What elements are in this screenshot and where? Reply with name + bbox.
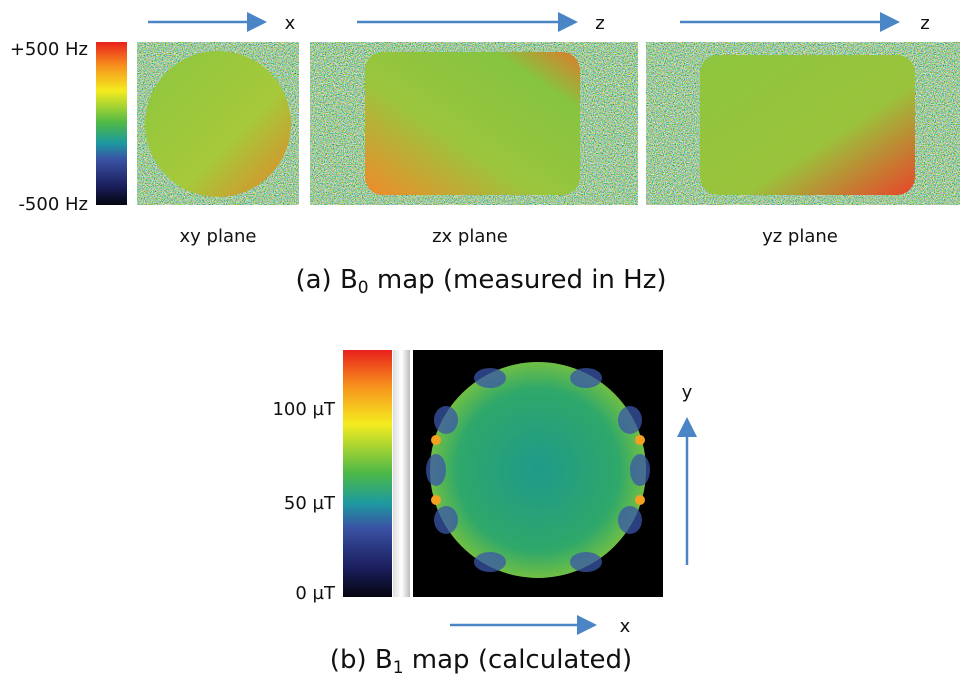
caption: (b) B1 map (calculated) <box>330 645 632 678</box>
phantom <box>700 55 915 195</box>
caption-subscript: 1 <box>393 658 404 677</box>
phantom <box>365 52 580 195</box>
caption-text: map (calculated) <box>404 645 633 675</box>
axis-label: z <box>595 13 604 34</box>
axis-label: x <box>620 616 631 637</box>
caption: (a) B0 map (measured in Hz) <box>295 265 666 299</box>
colorbar-label: 100 µT <box>272 399 336 420</box>
b1-phantom <box>430 362 646 578</box>
caption-text: (a) B <box>295 265 357 295</box>
caption-text: (b) B <box>330 645 393 675</box>
axis-label: y <box>682 382 693 403</box>
colorbar-label: 50 µT <box>284 493 336 514</box>
caption-text: map (measured in Hz) <box>369 265 667 295</box>
plane-label: yz plane <box>762 226 838 247</box>
colorbar-label: 0 µT <box>295 583 336 604</box>
caption-subscript: 0 <box>358 278 369 298</box>
colorbar-edge <box>393 350 410 597</box>
plane-label: zx plane <box>432 226 508 247</box>
page: {"panel_a": {"axes": ["x", "z", "z"], "c… <box>0 0 962 681</box>
colorbar-label: +500 Hz <box>10 39 88 60</box>
colorbar <box>343 350 392 597</box>
phantom <box>145 51 291 197</box>
colorbar-label: -500 Hz <box>18 194 88 215</box>
figure: +500 Hz -500 Hz x z z xy plane zx plane … <box>0 0 962 677</box>
axis-label: z <box>920 13 929 34</box>
plane-label: xy plane <box>180 226 257 247</box>
axis-label: x <box>285 13 296 34</box>
colorbar <box>96 42 127 205</box>
